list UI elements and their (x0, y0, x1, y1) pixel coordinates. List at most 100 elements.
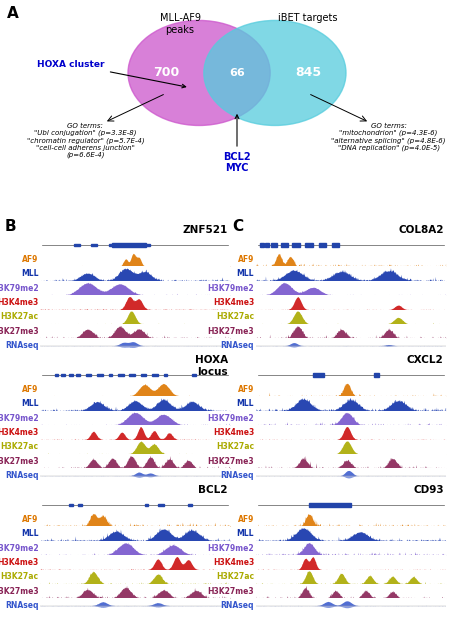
Bar (332, 243, 339, 248)
Bar (97, 374, 103, 376)
Text: H3K4me3: H3K4me3 (0, 428, 38, 437)
Text: RNAseq: RNAseq (220, 341, 254, 350)
Text: H3K4me3: H3K4me3 (0, 298, 38, 307)
Bar (260, 243, 264, 248)
Text: RNAseq: RNAseq (5, 341, 38, 350)
Bar (305, 243, 313, 248)
Text: H3K27ac: H3K27ac (0, 313, 38, 321)
Text: H3K27me3: H3K27me3 (0, 457, 38, 465)
Text: 700: 700 (153, 66, 179, 79)
Bar (129, 374, 135, 376)
Bar (374, 373, 379, 378)
Text: C: C (232, 219, 243, 233)
Text: AF9: AF9 (22, 255, 38, 264)
Text: GO terms:
"Ubl conjugation" (p=3.3E-8)
"chromatin regulator" (p=5.7E-4)
"cell-ce: GO terms: "Ubl conjugation" (p=3.3E-8) "… (27, 123, 144, 158)
Text: H3K79me2: H3K79me2 (0, 413, 38, 423)
Text: BCL2: BCL2 (199, 485, 228, 495)
Bar (86, 374, 91, 376)
Text: MLL: MLL (21, 399, 38, 408)
Text: CD93: CD93 (413, 485, 444, 495)
Bar (188, 504, 192, 506)
Text: BCL2
MYC: BCL2 MYC (223, 115, 251, 173)
Text: H3K27me3: H3K27me3 (208, 587, 254, 595)
Text: H3K79me2: H3K79me2 (208, 413, 254, 423)
Bar (118, 374, 124, 376)
Text: H3K27ac: H3K27ac (216, 443, 254, 451)
Text: H3K4me3: H3K4me3 (213, 428, 254, 437)
Bar (76, 374, 80, 376)
Text: AF9: AF9 (22, 515, 38, 524)
Text: iBET targets: iBET targets (278, 13, 338, 23)
Text: AF9: AF9 (237, 255, 254, 264)
Bar (69, 504, 73, 506)
Bar (145, 504, 148, 506)
Text: CXCL2: CXCL2 (407, 355, 444, 365)
Text: GO terms:
"mitochondrion" (p=4.3E-6)
"alternative splicing" (p=4.8E-6)
"DNA repl: GO terms: "mitochondrion" (p=4.3E-6) "al… (331, 123, 446, 152)
Text: H3K27ac: H3K27ac (0, 443, 38, 451)
Text: H3K27me3: H3K27me3 (208, 457, 254, 465)
Text: MLL: MLL (237, 529, 254, 538)
Text: H3K27me3: H3K27me3 (0, 587, 38, 595)
Text: H3K4me3: H3K4me3 (213, 298, 254, 307)
Text: H3K27ac: H3K27ac (216, 573, 254, 581)
Text: B: B (5, 219, 17, 233)
Text: H3K79me2: H3K79me2 (208, 543, 254, 553)
Text: 66: 66 (229, 68, 245, 78)
Text: AF9: AF9 (237, 515, 254, 524)
Text: H3K79me2: H3K79me2 (0, 284, 38, 293)
Bar (146, 245, 150, 246)
Bar (319, 243, 326, 248)
Bar (292, 243, 300, 248)
Text: HOXA
locus: HOXA locus (195, 355, 228, 377)
Text: A: A (7, 6, 19, 21)
Text: H3K79me2: H3K79me2 (0, 543, 38, 553)
Bar (152, 374, 158, 376)
Bar (158, 504, 164, 506)
Text: RNAseq: RNAseq (5, 601, 38, 610)
Text: MLL: MLL (21, 269, 38, 278)
Text: H3K79me2: H3K79me2 (208, 284, 254, 293)
Bar (309, 503, 351, 508)
Bar (112, 243, 146, 248)
Bar (265, 243, 269, 248)
Text: RNAseq: RNAseq (220, 471, 254, 480)
Bar (141, 374, 146, 376)
Text: H3K4me3: H3K4me3 (0, 558, 38, 567)
Bar (74, 245, 80, 246)
Text: ZNF521: ZNF521 (183, 225, 228, 235)
Text: H3K27ac: H3K27ac (216, 313, 254, 321)
Text: RNAseq: RNAseq (5, 471, 38, 480)
Text: RNAseq: RNAseq (220, 601, 254, 610)
Text: H3K27me3: H3K27me3 (0, 327, 38, 335)
Bar (109, 374, 112, 376)
Text: H3K4me3: H3K4me3 (213, 558, 254, 567)
Text: MLL: MLL (237, 399, 254, 408)
Ellipse shape (204, 20, 346, 126)
Bar (61, 374, 65, 376)
Ellipse shape (128, 20, 270, 126)
Bar (69, 374, 73, 376)
Bar (78, 504, 82, 506)
Text: AF9: AF9 (22, 385, 38, 394)
Text: HOXA cluster: HOXA cluster (37, 59, 186, 88)
Text: 845: 845 (295, 66, 321, 79)
Text: H3K27me3: H3K27me3 (208, 327, 254, 335)
Bar (91, 245, 97, 246)
Bar (281, 243, 288, 248)
Bar (164, 374, 167, 376)
Bar (192, 374, 196, 376)
Text: COL8A2: COL8A2 (398, 225, 444, 235)
Text: MLL: MLL (237, 269, 254, 278)
Bar (313, 373, 324, 378)
Text: AF9: AF9 (237, 385, 254, 394)
Text: MLL: MLL (21, 529, 38, 538)
Bar (271, 243, 277, 248)
Bar (109, 245, 112, 246)
Text: MLL-AF9
peaks: MLL-AF9 peaks (160, 13, 201, 35)
Bar (55, 374, 58, 376)
Text: H3K27ac: H3K27ac (0, 573, 38, 581)
